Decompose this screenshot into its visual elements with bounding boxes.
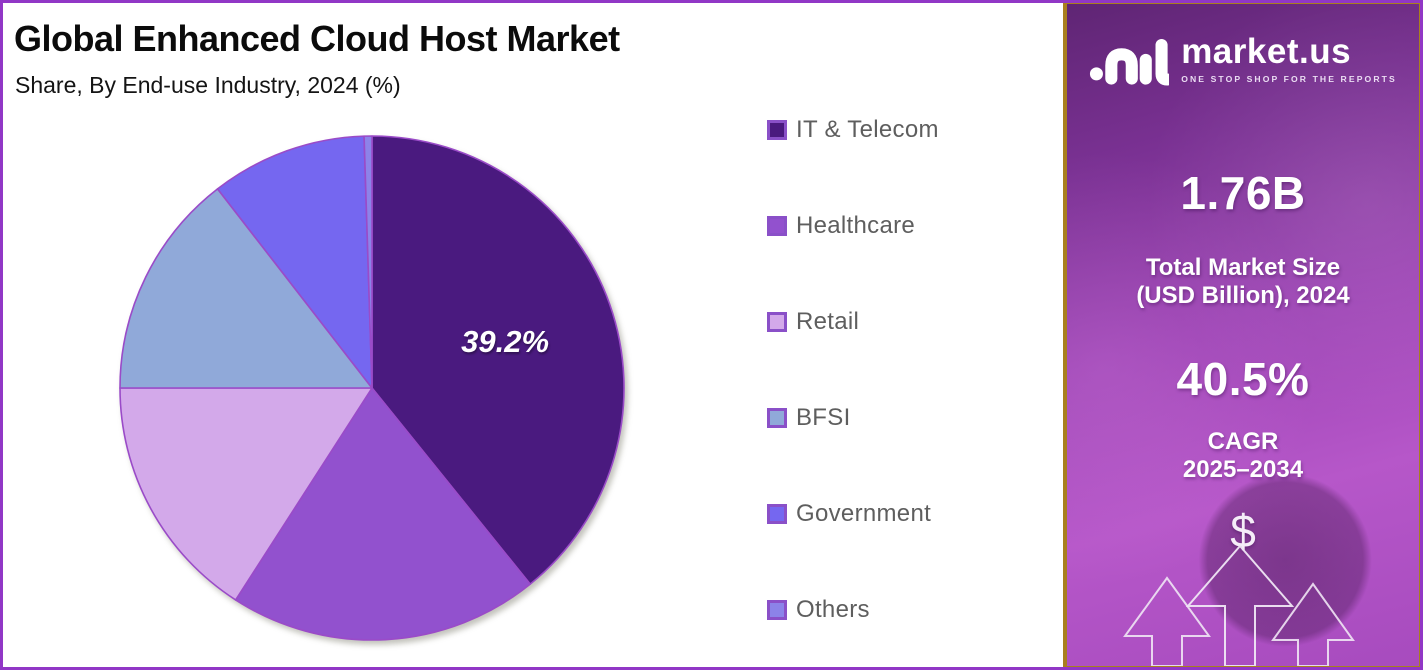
legend-swatch	[767, 408, 787, 428]
brand-tagline: ONE STOP SHOP FOR THE REPORTS	[1181, 74, 1397, 84]
growth-arrows-icon	[1123, 544, 1355, 666]
chart-title: Global Enhanced Cloud Host Market	[14, 18, 620, 59]
legend-label: Government	[796, 500, 932, 527]
market-size-value: 1.76B	[1180, 167, 1306, 219]
market-size-label: Total Market Size (USD Billion), 2024	[1067, 254, 1419, 310]
legend-item: Healthcare	[767, 212, 939, 240]
cagr-label-line1: CAGR	[1207, 428, 1279, 455]
pie-slice-bfsi	[119, 188, 373, 389]
legend-label: BFSI	[796, 404, 851, 431]
legend-item: Others	[767, 596, 939, 624]
legend-swatch	[767, 120, 787, 140]
pie-slice-healthcare	[234, 387, 531, 641]
pie-slice-retail	[119, 387, 373, 601]
market-size-label-line1: Total Market Size	[1145, 254, 1341, 281]
market-size-label-line2: (USD Billion), 2024	[1136, 282, 1350, 309]
legend-swatch	[767, 504, 787, 524]
legend-swatch	[767, 600, 787, 620]
legend-label: Healthcare	[796, 212, 916, 239]
sidebar: market.us ONE STOP SHOP FOR THE REPORTS …	[1063, 0, 1423, 670]
chart-subtitle: Share, By End-use Industry, 2024 (%)	[15, 72, 401, 98]
legend-item: IT & Telecom	[767, 116, 939, 144]
logo-mark-icon	[1090, 39, 1170, 86]
cagr-value: 40.5%	[1176, 353, 1310, 405]
pie-slice-others	[363, 135, 373, 389]
cagr-label: CAGR 2025–2034	[1067, 428, 1419, 484]
pie-slice-label: 39.2%	[461, 324, 549, 359]
legend-label: Retail	[796, 308, 860, 335]
legend-swatch	[767, 312, 787, 332]
pie-slice-it-telecom	[371, 135, 625, 585]
legend-label: IT & Telecom	[796, 116, 939, 143]
marketus-logo: market.us ONE STOP SHOP FOR THE REPORTS	[1067, 30, 1419, 88]
pie-chart: 39.2%	[119, 135, 625, 641]
legend-item: Retail	[767, 308, 939, 336]
legend-item: Government	[767, 500, 939, 528]
legend: IT & Telecom Healthcare Retail BFSI Governme…	[767, 116, 939, 624]
legend-label: Others	[796, 596, 870, 623]
brand-name: market.us	[1181, 32, 1352, 71]
cagr-label-line2: 2025–2034	[1182, 456, 1304, 483]
pie-slice-government	[216, 135, 373, 389]
legend-swatch	[767, 216, 787, 236]
legend-item: BFSI	[767, 404, 939, 432]
